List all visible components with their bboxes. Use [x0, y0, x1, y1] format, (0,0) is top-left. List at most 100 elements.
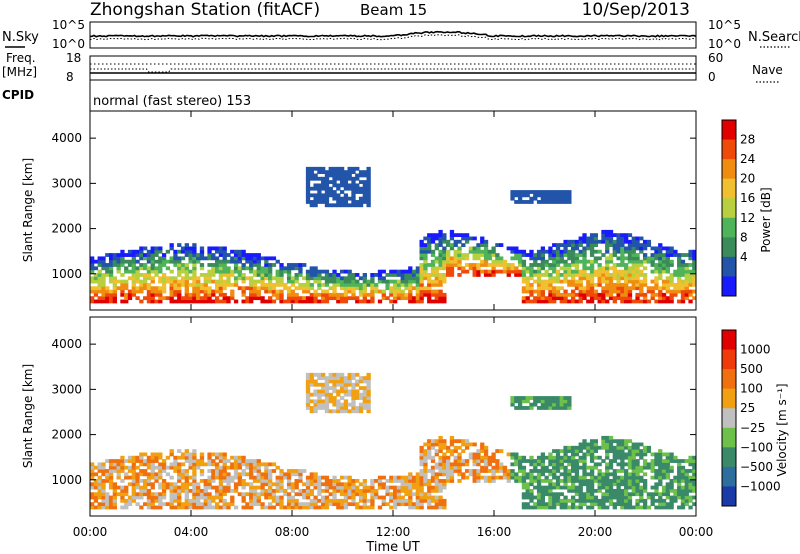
backscatter-cell [146, 296, 152, 301]
backscatter-cell [286, 492, 292, 497]
backscatter-cell [351, 166, 356, 171]
cpid-label: CPID [2, 88, 34, 102]
backscatter-cell [283, 269, 288, 274]
backscatter-cell [430, 239, 436, 244]
backscatter-cell [358, 386, 364, 390]
backscatter-cell [642, 273, 648, 277]
backscatter-cell [650, 289, 655, 294]
backscatter-cell [548, 296, 553, 301]
backscatter-cell [415, 296, 421, 301]
backscatter-cell [654, 253, 659, 257]
backscatter-cell [540, 246, 545, 251]
backscatter-cell [211, 256, 216, 261]
backscatter-cell [658, 462, 663, 467]
backscatter-cell [620, 452, 625, 457]
backscatter-cell [620, 233, 625, 238]
backscatter-cell [101, 495, 106, 500]
backscatter-cell [101, 479, 106, 483]
backscatter-cell [567, 498, 572, 503]
backscatter-cell [298, 266, 303, 271]
backscatter-cell [608, 495, 614, 500]
backscatter-cell [608, 465, 614, 470]
backscatter-cell [438, 472, 443, 477]
backscatter-cell [264, 495, 269, 500]
backscatter-cell [222, 256, 227, 261]
backscatter-cell [540, 505, 545, 510]
backscatter-cell [256, 269, 261, 274]
backscatter-cell [631, 246, 636, 251]
backscatter-cell [692, 263, 697, 267]
backscatter-cell [139, 479, 144, 483]
backscatter-cell [517, 249, 523, 254]
backscatter-cell [343, 409, 349, 414]
backscatter-cell [249, 282, 254, 287]
backscatter-cell [328, 376, 333, 381]
backscatter-cell [294, 469, 299, 473]
backscatter-cell [601, 229, 606, 234]
backscatter-cell [294, 479, 299, 483]
backscatter-cell [430, 299, 436, 304]
backscatter-cell [192, 286, 197, 291]
backscatter-cell [646, 492, 652, 497]
backscatter-cell [483, 249, 489, 254]
backscatter-cell [150, 498, 155, 503]
backscatter-cell [362, 379, 367, 384]
backscatter-cell [661, 485, 667, 490]
backscatter-cell [184, 273, 189, 277]
backscatter-cell [222, 469, 227, 473]
backscatter-cell [222, 498, 227, 503]
backscatter-cell [669, 282, 674, 287]
backscatter-cell [146, 276, 152, 281]
backscatter-cell [423, 465, 428, 470]
backscatter-cell [184, 289, 189, 294]
backscatter-cell [544, 402, 549, 407]
backscatter-cell [449, 256, 455, 261]
backscatter-cell [358, 299, 364, 304]
backscatter-cell [612, 505, 617, 510]
backscatter-cell [165, 472, 171, 477]
backscatter-cell [116, 269, 121, 274]
backscatter-cell [188, 253, 193, 257]
backscatter-cell [381, 475, 386, 480]
backscatter-cell [624, 462, 629, 467]
backscatter-cell [305, 505, 311, 510]
backscatter-cell [264, 469, 269, 473]
backscatter-cell [601, 239, 606, 244]
backscatter-cell [639, 246, 644, 251]
backscatter-cell [506, 266, 511, 271]
backscatter-cell [680, 263, 686, 267]
colorbar-tick: 20 [740, 172, 755, 186]
backscatter-cell [290, 469, 296, 473]
backscatter-cell [328, 173, 333, 178]
colorbar-swatch [722, 408, 736, 429]
backscatter-cell [370, 485, 375, 490]
backscatter-cell [453, 465, 458, 470]
backscatter-cell [608, 459, 614, 463]
backscatter-cell [559, 465, 564, 470]
backscatter-cell [249, 465, 254, 470]
backscatter-cell [654, 485, 659, 490]
backscatter-cell [207, 289, 212, 294]
backscatter-cell [358, 376, 364, 381]
backscatter-cell [540, 190, 545, 194]
backscatter-cell [578, 502, 583, 507]
backscatter-cell [222, 296, 227, 301]
backscatter-cell [366, 193, 371, 198]
backscatter-cell [169, 256, 174, 261]
backscatter-cell [476, 266, 481, 271]
backscatter-cell [226, 472, 231, 477]
backscatter-cell [529, 472, 534, 477]
backscatter-cell [635, 469, 640, 473]
power-colorbar-label: Power [dB] [759, 187, 773, 252]
backscatter-cell [563, 396, 568, 400]
backscatter-cell [317, 396, 322, 400]
backscatter-cell [377, 289, 383, 294]
backscatter-cell [684, 292, 689, 297]
backscatter-cell [665, 266, 670, 271]
backscatter-cell [521, 263, 527, 267]
backscatter-cell [351, 279, 356, 284]
backscatter-cell [298, 263, 303, 267]
backscatter-cell [93, 498, 99, 503]
backscatter-cell [495, 469, 500, 473]
backscatter-cell [423, 236, 428, 241]
